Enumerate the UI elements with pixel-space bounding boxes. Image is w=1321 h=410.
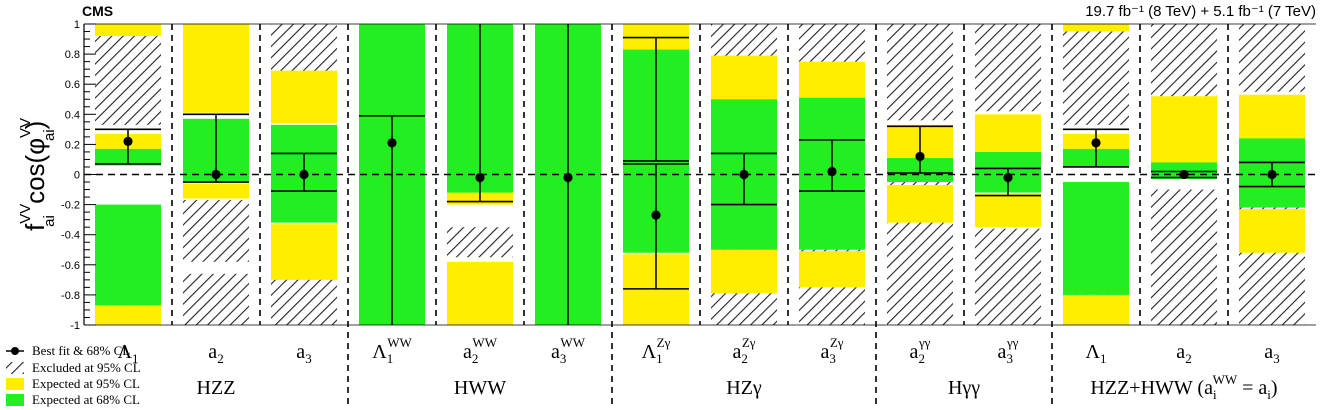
y-tick-label: 0.4: [65, 109, 80, 121]
category-label: a3: [296, 341, 311, 366]
best-fit-point: [387, 138, 397, 148]
expected-95-band: [1151, 96, 1217, 163]
expected-95-band: [183, 183, 249, 199]
expected-95-band: [271, 224, 337, 280]
excluded-region: [183, 200, 249, 262]
y-tick-label: -1: [70, 320, 80, 332]
excluded-region: [183, 273, 249, 325]
expected-95-band: [1239, 94, 1305, 139]
expected-95-band: [1063, 294, 1129, 325]
category-label: a2: [208, 341, 223, 366]
expected-95-band: [447, 261, 513, 325]
expected-95-band: [711, 55, 777, 100]
legend-label: Expected at 95% CL: [32, 376, 140, 391]
y-tick-label: -0.4: [61, 230, 80, 242]
legend-label: Best fit & 68% CL: [32, 343, 130, 358]
y-tick-label: -0.8: [61, 290, 80, 302]
category-label: a3Zγ: [820, 335, 843, 366]
best-fit-point: [211, 169, 221, 180]
y-axis-title: fVV ai cos(φVV ai): [17, 118, 58, 231]
excluded-region: [95, 24, 161, 125]
y-tick-label: 1: [74, 19, 80, 31]
excluded-region: [447, 227, 513, 258]
category-label: a2: [1176, 341, 1191, 366]
legend-expected68-swatch: [6, 394, 24, 406]
category-label: a2Zγ: [732, 335, 755, 366]
expected-95-band: [799, 251, 865, 288]
excluded-region: [975, 24, 1041, 112]
y-tick-label: 0: [74, 170, 80, 182]
category-label: a3γγ: [998, 335, 1019, 366]
best-fit-point: [475, 172, 485, 183]
group-label: HWW: [454, 377, 506, 399]
best-fit-point: [739, 169, 749, 180]
legend-excluded-swatch: [6, 362, 24, 374]
expected-95-band: [799, 61, 865, 98]
expected-95-band: [95, 305, 161, 325]
category-label: a2WW: [463, 335, 498, 366]
excluded-region: [1151, 24, 1217, 97]
expected-95-band: [1239, 209, 1305, 253]
excluded-region: [1151, 189, 1217, 325]
category-label: Λ1: [117, 341, 138, 366]
best-fit-point: [1267, 169, 1277, 180]
expected-68-band: [359, 24, 425, 122]
best-fit-point: [563, 172, 573, 183]
expected-95-band: [975, 114, 1041, 152]
best-fit-point: [1003, 172, 1013, 183]
y-tick-label: -0.6: [61, 260, 80, 272]
category-label: Λ1Zγ: [642, 335, 671, 366]
best-fit-point: [827, 166, 837, 177]
expected-95-band: [183, 24, 249, 113]
y-tick-label: 0.8: [65, 49, 80, 61]
luminosity-label: 19.7 fb⁻¹ (8 TeV) + 5.1 fb⁻¹ (7 TeV): [1085, 3, 1316, 20]
group-label: HZZ+HWW (aiWW = ai): [1090, 372, 1277, 402]
y-axis-label: fVV ai cos(φVV ai): [17, 118, 58, 231]
excluded-region: [887, 24, 953, 121]
category-label: Λ1: [1085, 341, 1106, 366]
category-label: a3WW: [551, 335, 586, 366]
best-fit-point: [915, 151, 925, 162]
legend-label: Excluded at 95% CL: [32, 360, 141, 375]
legend-expected95-swatch: [6, 378, 24, 390]
expected-95-band: [1063, 24, 1129, 32]
legend-label: Expected at 68% CL: [32, 392, 140, 407]
best-fit-point: [123, 136, 133, 146]
category-label: a2γγ: [910, 335, 931, 366]
legend-best-fit-marker: [11, 347, 19, 355]
y-tick-label: -0.2: [61, 200, 80, 212]
excluded-region: [1239, 24, 1305, 92]
expected-95-band: [711, 249, 777, 294]
expected-95-band: [95, 24, 161, 37]
excluded-region: [1063, 24, 1129, 125]
expected-68-band: [95, 204, 161, 306]
y-tick-label: 0.6: [65, 79, 80, 91]
excluded-region: [975, 228, 1041, 325]
group-label: HZγ: [726, 377, 762, 399]
expected-95-band: [887, 185, 953, 223]
best-fit-point: [1179, 169, 1189, 180]
group-label: Hγγ: [948, 377, 980, 399]
best-fit-point: [1091, 138, 1101, 148]
best-fit-point: [299, 169, 309, 180]
expected-95-band: [975, 194, 1041, 228]
experiment-label: CMS: [82, 3, 113, 19]
expected-95-band: [271, 70, 337, 124]
group-label: HZZ: [197, 377, 236, 399]
y-tick-label: 0.2: [65, 139, 80, 151]
best-fit-point: [651, 210, 661, 220]
expected-68-band: [1063, 182, 1129, 295]
category-label: a3: [1264, 341, 1279, 366]
category-label: Λ1WW: [372, 335, 412, 366]
